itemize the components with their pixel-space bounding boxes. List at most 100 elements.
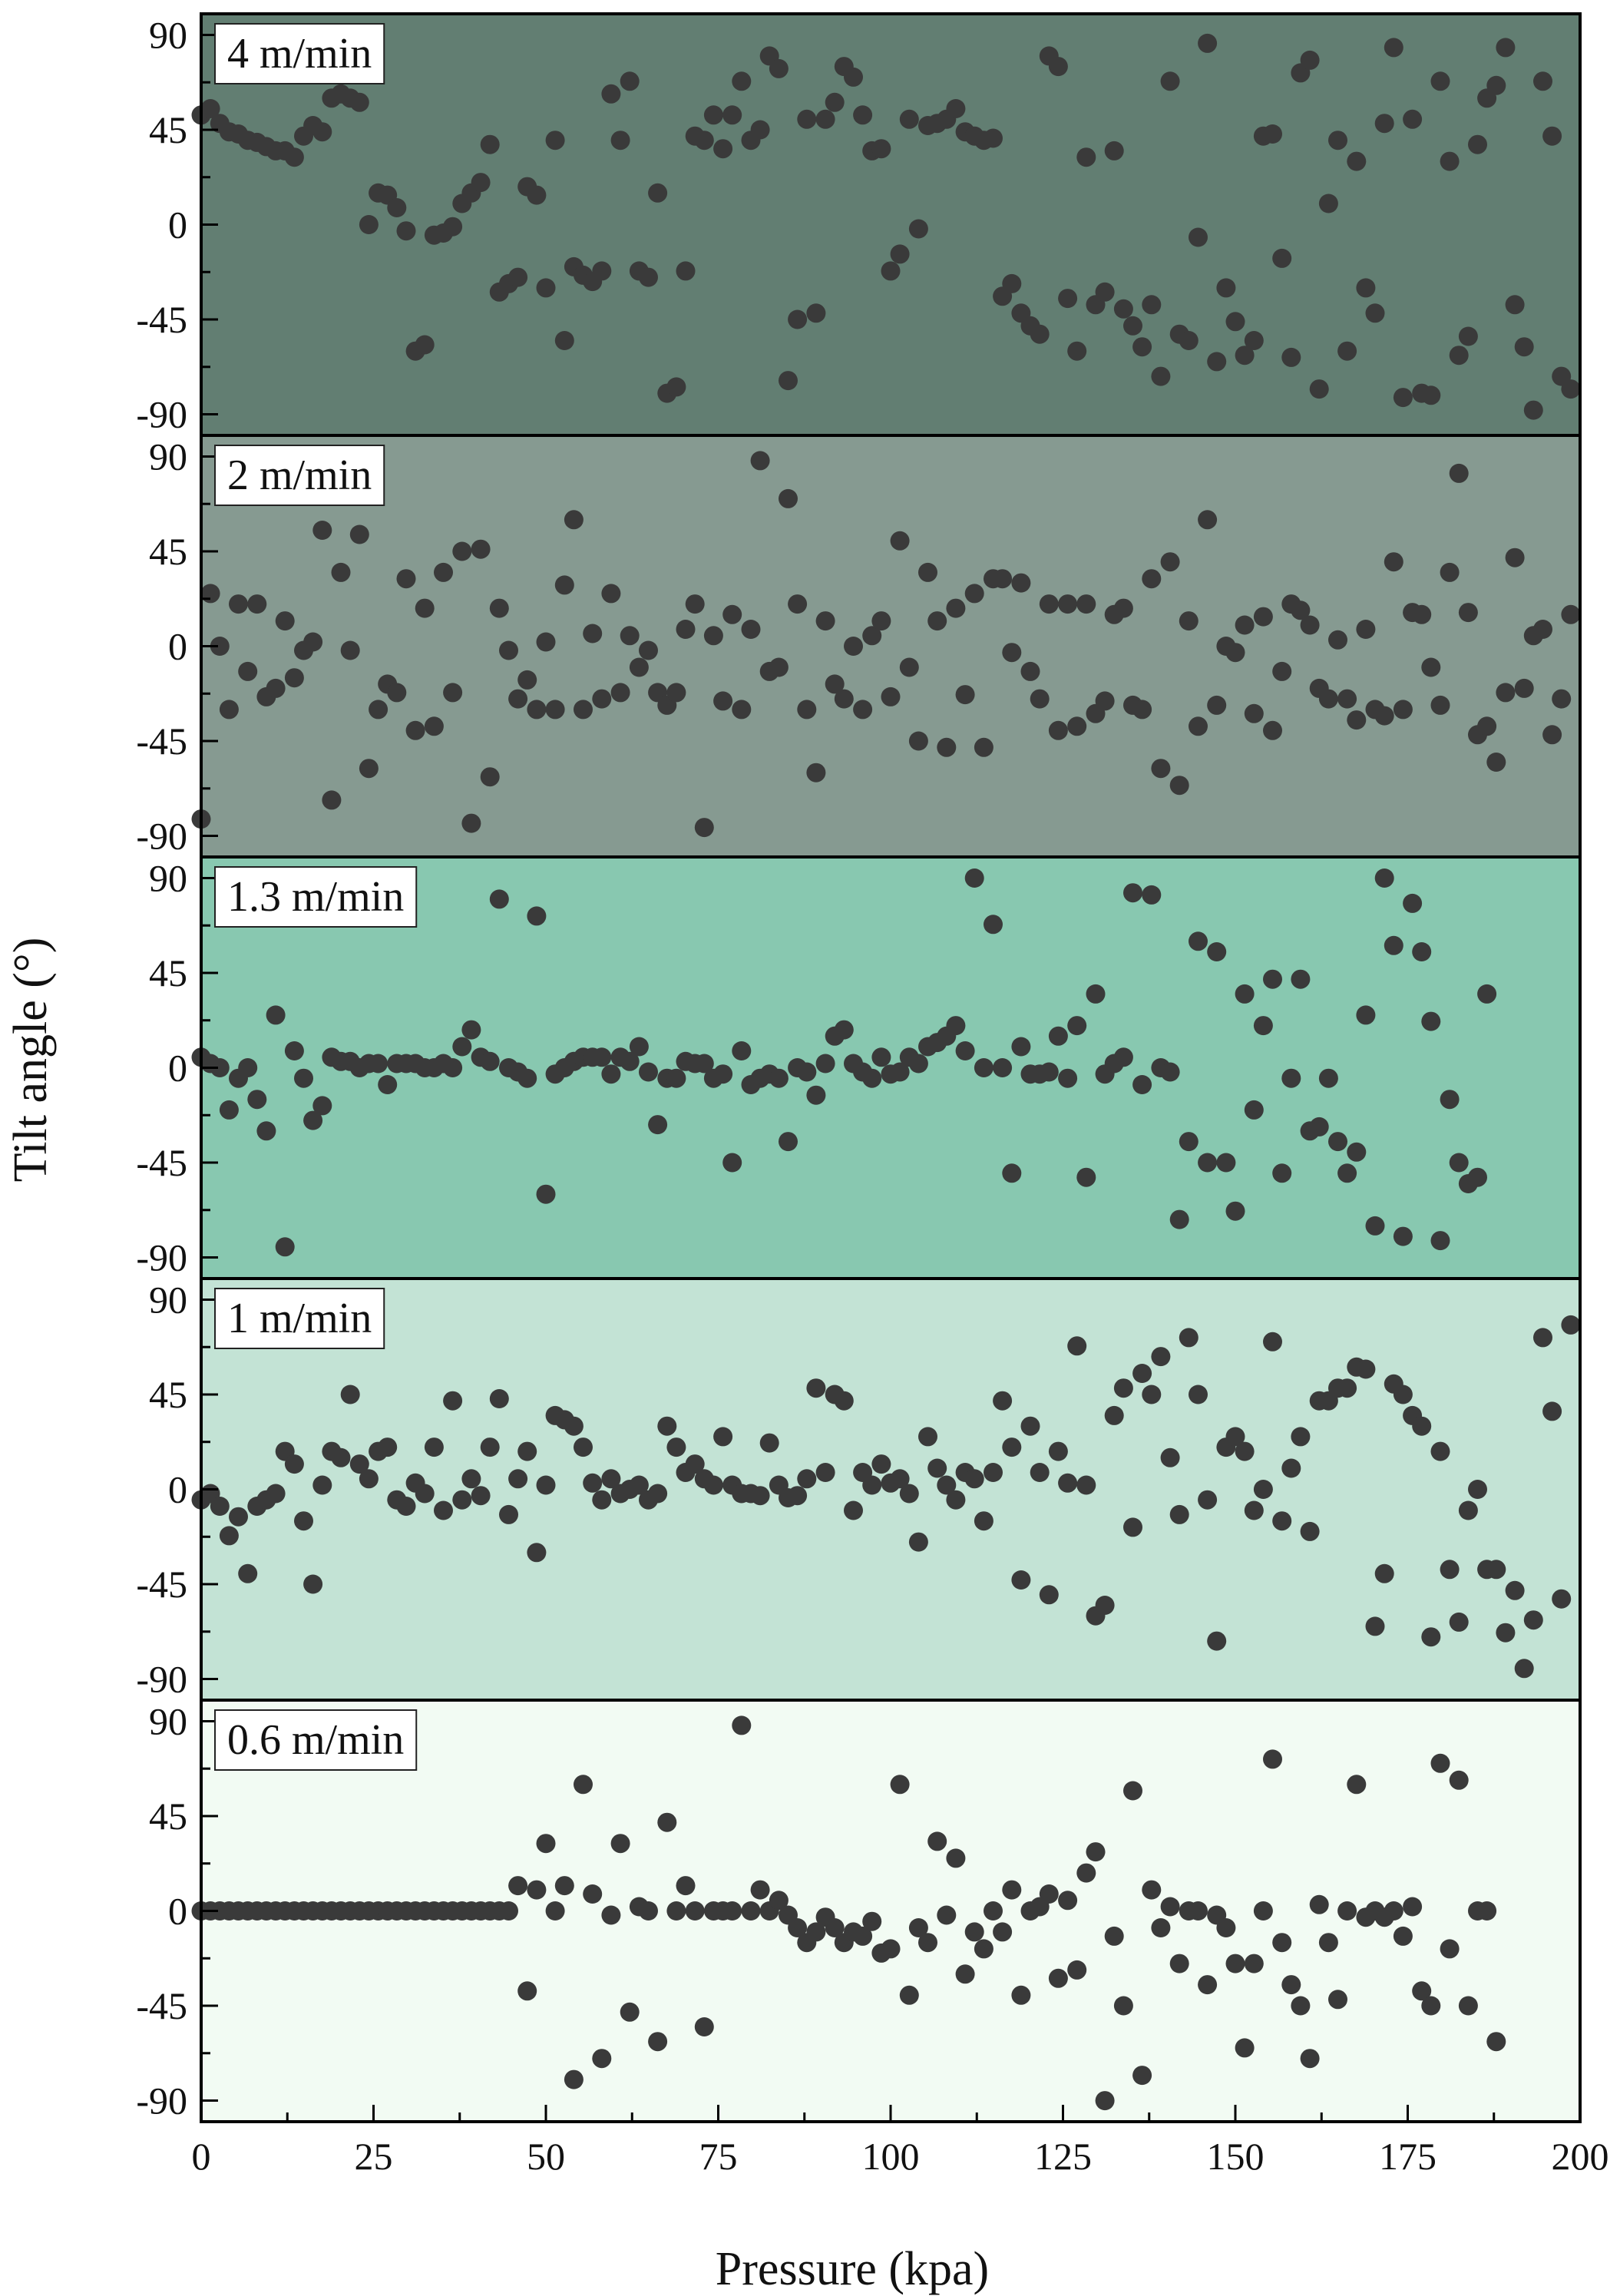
data-point — [806, 1922, 826, 1942]
data-point — [788, 309, 808, 329]
data-point — [1263, 969, 1282, 989]
y-tick-label: -90 — [136, 2079, 187, 2122]
data-point — [1347, 151, 1367, 171]
data-point — [480, 134, 500, 154]
data-point — [779, 488, 798, 508]
data-point — [1514, 1659, 1534, 1679]
data-point — [620, 1051, 640, 1071]
data-point — [1225, 312, 1245, 332]
data-point — [294, 1068, 313, 1088]
data-point — [1076, 594, 1096, 614]
data-point — [1523, 400, 1543, 420]
data-point — [527, 185, 547, 205]
data-point — [527, 1543, 547, 1563]
data-point — [1403, 893, 1423, 913]
data-point — [815, 611, 835, 631]
data-point — [1253, 607, 1273, 627]
data-point — [974, 1511, 993, 1531]
data-point — [340, 1385, 360, 1404]
data-point — [1384, 935, 1403, 955]
data-point — [1244, 703, 1264, 723]
data-point — [1011, 573, 1031, 593]
data-point — [610, 1834, 630, 1854]
data-point — [1048, 720, 1068, 740]
data-point — [1374, 706, 1394, 726]
data-point — [639, 640, 658, 660]
data-point — [1356, 1359, 1376, 1379]
data-point — [937, 737, 957, 757]
data-point — [1189, 227, 1208, 247]
data-point — [1002, 1437, 1022, 1457]
data-point — [312, 1475, 332, 1495]
data-point — [797, 1469, 817, 1489]
data-point — [890, 531, 910, 551]
data-point — [359, 215, 379, 234]
data-point — [1058, 1891, 1078, 1911]
data-point — [461, 1020, 481, 1040]
data-point — [1430, 1753, 1450, 1773]
data-point — [974, 1939, 993, 1959]
data-point — [1011, 1037, 1031, 1057]
data-point — [1179, 331, 1198, 350]
data-point — [1189, 716, 1208, 736]
data-point — [1412, 1981, 1432, 2001]
data-point — [908, 1532, 928, 1552]
data-point — [1198, 510, 1218, 530]
data-point — [1048, 1026, 1068, 1046]
data-point — [1179, 1132, 1198, 1152]
data-point — [881, 686, 901, 706]
data-point — [899, 657, 919, 677]
data-point — [908, 1918, 928, 1937]
x-tick-label: 50 — [527, 2135, 565, 2178]
data-point — [1002, 643, 1022, 663]
data-point — [722, 1901, 742, 1921]
data-point — [1486, 2032, 1506, 2052]
data-point — [1309, 379, 1329, 399]
data-point — [1142, 1385, 1162, 1404]
data-point — [1058, 594, 1078, 614]
panel-label: 1.3 m/min — [227, 873, 404, 921]
data-point — [853, 105, 873, 125]
data-point — [974, 737, 993, 757]
data-point — [1142, 885, 1162, 905]
data-point — [369, 700, 388, 720]
data-point — [1337, 1901, 1357, 1921]
x-tick-label: 0 — [192, 2135, 211, 2178]
data-point — [899, 109, 919, 129]
data-point — [1542, 1401, 1562, 1421]
data-point — [620, 626, 640, 646]
data-point — [1207, 695, 1227, 715]
data-point — [499, 1504, 518, 1524]
data-point — [1058, 1068, 1078, 1088]
data-point — [937, 1905, 957, 1925]
data-point — [834, 689, 854, 709]
y-tick-label: 0 — [168, 203, 187, 246]
data-point — [340, 640, 360, 660]
y-tick-label: -45 — [136, 1141, 187, 1184]
data-point — [1449, 463, 1469, 483]
data-point — [890, 1469, 910, 1489]
data-point — [349, 524, 369, 544]
data-point — [862, 1475, 882, 1495]
data-point — [722, 105, 742, 125]
data-point — [639, 1901, 658, 1921]
data-point — [1113, 1378, 1133, 1398]
y-tick-label: 90 — [149, 1278, 187, 1321]
x-tick-label: 200 — [1552, 2135, 1609, 2178]
data-point — [750, 451, 770, 471]
data-point — [200, 584, 220, 604]
data-point — [676, 261, 696, 281]
data-point — [629, 657, 649, 677]
data-point — [443, 683, 463, 703]
data-point — [424, 1437, 444, 1457]
data-point — [229, 594, 248, 614]
data-point — [349, 1454, 369, 1474]
data-point — [489, 889, 509, 909]
data-point — [1067, 1016, 1087, 1036]
data-point — [1449, 1612, 1469, 1632]
data-point — [592, 1047, 612, 1067]
data-point — [1216, 278, 1236, 298]
data-point — [1151, 1918, 1171, 1937]
y-tick-label: 45 — [149, 1373, 187, 1416]
